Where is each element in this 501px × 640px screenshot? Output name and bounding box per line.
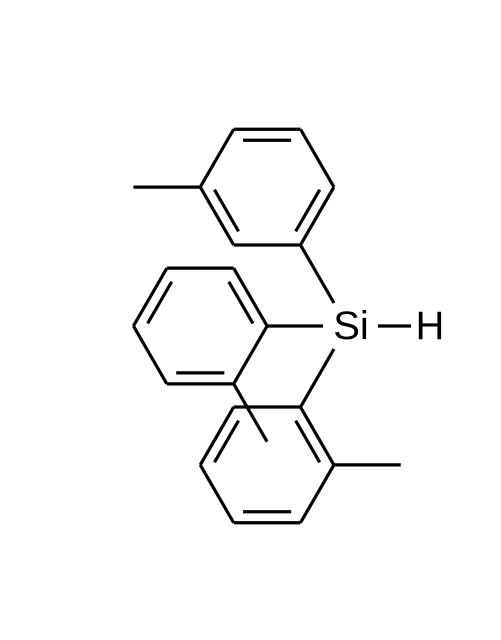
molecule-diagram: Si H <box>0 0 501 640</box>
bond-21 <box>200 465 233 523</box>
bond-13 <box>133 326 166 384</box>
bond-18-inner <box>296 421 320 463</box>
bonds-group <box>133 129 411 523</box>
bond-17 <box>301 349 335 407</box>
bond-5 <box>200 129 233 187</box>
bond-15 <box>234 326 267 384</box>
bond-10-inner <box>229 282 253 324</box>
bond-16 <box>234 384 267 442</box>
bond-22-inner <box>214 421 238 463</box>
bond-6-inner <box>214 190 238 232</box>
atom-label-H: H <box>416 304 445 348</box>
bond-1 <box>301 245 335 303</box>
bond-19 <box>301 465 334 523</box>
bond-12-inner <box>148 282 172 324</box>
bond-3 <box>301 129 334 187</box>
atom-label-Si: Si <box>333 304 369 348</box>
bond-2-inner <box>296 190 320 232</box>
